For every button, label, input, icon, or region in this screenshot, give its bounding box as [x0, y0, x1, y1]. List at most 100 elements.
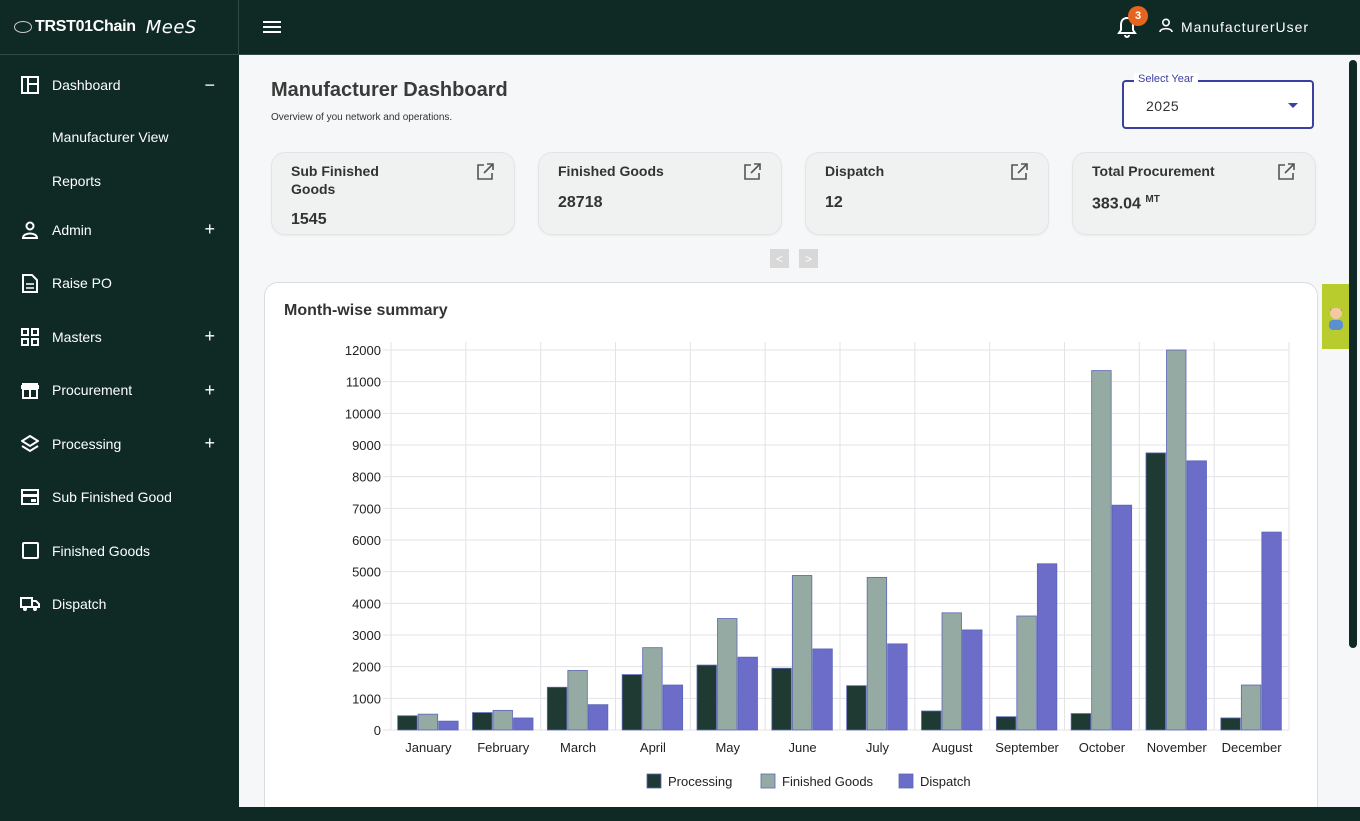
x-tick-label: July	[866, 740, 890, 755]
bar-dispatch	[1111, 504, 1133, 731]
bar-finished-goods	[717, 618, 738, 731]
expand-icon[interactable]: +	[204, 219, 215, 240]
bar-processing	[995, 716, 1017, 731]
sidebar-item-label: Procurement	[52, 382, 133, 399]
card-finished-goods[interactable]: Finished Goods 28718	[538, 152, 782, 235]
sidebar-item-dispatch[interactable]: Dispatch	[0, 578, 239, 632]
open-link-icon[interactable]	[1277, 163, 1295, 186]
month-wise-chart: 0 1000 2000 3000 4000 5000 6000 7000 8000 9000 100…	[345, 342, 1290, 789]
card-dispatch[interactable]: Dispatch 12	[805, 152, 1049, 235]
card-unit: MT	[1145, 194, 1160, 205]
collapse-icon[interactable]: −	[204, 74, 215, 95]
bar-processing	[546, 686, 568, 731]
card-value: 12	[825, 194, 843, 211]
sidebar-item-dashboard[interactable]: Dashboard −	[0, 55, 239, 115]
x-tick-label: April	[640, 740, 666, 755]
y-tick-label: 11000	[346, 375, 381, 390]
expand-icon[interactable]: +	[204, 326, 215, 347]
person-icon	[20, 220, 40, 240]
sidebar-item-label: Dashboard	[52, 77, 121, 93]
sidebar-item-processing[interactable]: Processing +	[0, 417, 239, 471]
document-icon	[20, 273, 40, 293]
bar-finished-goods	[492, 709, 513, 731]
open-link-icon[interactable]	[1010, 163, 1028, 186]
sidebar-item-masters[interactable]: Masters +	[0, 310, 239, 364]
page-header: Manufacturer Dashboard Overview of you n…	[271, 79, 508, 123]
topbar: 3 ManufacturerUser	[239, 0, 1360, 55]
expand-icon[interactable]: +	[204, 433, 215, 454]
bar-dispatch	[1036, 563, 1058, 731]
card-value: 28718	[558, 194, 603, 211]
bar-finished-goods	[1016, 615, 1037, 731]
y-tick-label: 12000	[345, 343, 381, 358]
sidebar-item-label: Dispatch	[52, 596, 107, 613]
sidebar-item-raise-po[interactable]: Raise PO	[0, 257, 239, 311]
bar-processing	[1070, 713, 1092, 731]
card-total-procurement[interactable]: Total Procurement 383.04 MT	[1072, 152, 1316, 235]
y-tick-label: 0	[374, 723, 381, 738]
globe-icon	[14, 21, 32, 33]
open-link-icon[interactable]	[476, 163, 494, 186]
y-tick-label: 6000	[352, 533, 381, 548]
bar-processing	[472, 712, 493, 731]
bar-processing	[621, 674, 643, 731]
sidebar: TRST01Chain MeeS Dashboard − Manufacture…	[0, 0, 239, 821]
brand[interactable]: TRST01Chain MeeS	[0, 0, 239, 55]
next-button[interactable]: >	[799, 249, 818, 268]
brand-logo: TRST01Chain	[14, 18, 136, 36]
sidebar-item-label: Admin	[52, 221, 92, 238]
bar-dispatch	[513, 717, 534, 731]
bar-processing	[846, 685, 867, 731]
bar-processing	[1145, 452, 1166, 731]
sidebar-item-finished-goods[interactable]: Finished Goods	[0, 524, 239, 578]
bar-dispatch	[587, 704, 609, 731]
card-value: 1545	[291, 211, 327, 228]
sidebar-item-reports[interactable]: Reports	[52, 173, 102, 189]
card-title: Total Procurement	[1092, 163, 1215, 179]
user-icon	[1159, 18, 1173, 36]
notification-badge: 3	[1128, 6, 1148, 26]
menu-icon[interactable]	[263, 21, 281, 36]
bar-finished-goods	[866, 576, 888, 731]
dashboard-icon	[20, 75, 40, 95]
year-select-label: Select Year	[1134, 73, 1198, 85]
scrollbar-thumb[interactable]	[1349, 60, 1357, 648]
sidebar-item-admin[interactable]: Admin +	[0, 203, 239, 257]
sidebar-item-label: Processing	[52, 435, 122, 452]
x-tick-label: September	[995, 740, 1059, 755]
bar-dispatch	[962, 629, 983, 731]
legend-label: Finished Goods	[782, 774, 874, 789]
x-tick-label: February	[477, 740, 530, 755]
bar-processing	[921, 710, 942, 731]
legend-swatch	[898, 773, 914, 789]
y-tick-label: 3000	[352, 628, 381, 643]
bar-finished-goods	[941, 612, 962, 731]
expand-icon[interactable]: +	[204, 379, 215, 400]
sidebar-item-manufacturer-view[interactable]: Manufacturer View	[52, 129, 169, 145]
bar-finished-goods	[417, 713, 439, 731]
year-select[interactable]: Select Year 2025	[1122, 73, 1314, 129]
x-tick-label: May	[715, 740, 740, 755]
page-subtitle: Overview of you network and operations.	[271, 112, 453, 123]
sidebar-item-sub-finished-good[interactable]: Sub Finished Good	[0, 471, 239, 525]
prev-button[interactable]: <	[770, 249, 789, 268]
x-tick-label: August	[932, 740, 973, 755]
x-tick-label: June	[788, 740, 816, 755]
card-sub-finished-goods[interactable]: Sub Finished Goods 1545	[271, 152, 515, 235]
square-icon	[20, 541, 40, 561]
help-avatar-icon[interactable]	[1322, 284, 1349, 349]
chart-title: Month-wise summary	[284, 302, 448, 319]
page-title: Manufacturer Dashboard	[271, 79, 508, 101]
user-menu[interactable]: ManufacturerUser	[1159, 18, 1309, 36]
bar-processing	[1220, 717, 1241, 731]
legend-label: Dispatch	[920, 774, 971, 789]
x-tick-label: January	[405, 740, 452, 755]
open-link-icon[interactable]	[743, 163, 761, 186]
bar-dispatch	[812, 648, 833, 731]
sidebar-item-procurement[interactable]: Procurement +	[0, 364, 239, 418]
year-select-value: 2025	[1146, 98, 1180, 114]
x-tick-label: October	[1079, 740, 1126, 755]
y-tick-label: 1000	[352, 691, 381, 706]
legend-swatch	[646, 773, 662, 789]
bar-finished-goods	[1240, 684, 1262, 731]
